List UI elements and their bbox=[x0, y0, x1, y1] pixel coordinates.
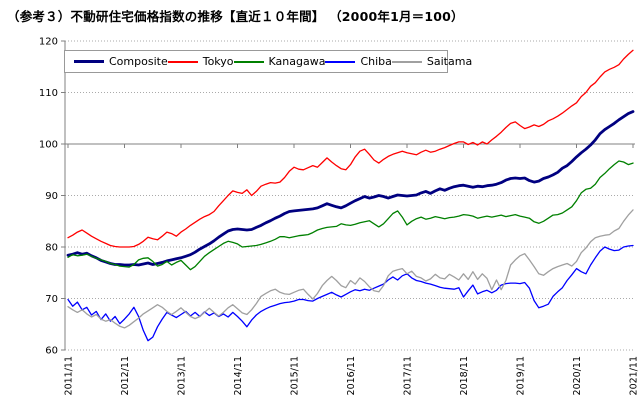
series-line-tokyo bbox=[67, 49, 634, 248]
legend-line-chiba-icon bbox=[325, 60, 356, 63]
y-axis-tick-label: 80 bbox=[45, 243, 58, 254]
legend-line-saitama-icon bbox=[391, 60, 422, 63]
legend-item-chiba: Chiba bbox=[325, 55, 392, 68]
x-axis-tick-label: 2014/11 bbox=[233, 356, 244, 395]
chart-title-main: （参考３）不動研住宅価格指数の推移【直近１０年間】 bbox=[7, 9, 325, 24]
series-line-composite bbox=[66, 110, 635, 267]
legend-label-kanagawa: Kanagawa bbox=[268, 55, 326, 68]
x-axis-tick-label: 2020/11 bbox=[572, 356, 583, 395]
legend-label-saitama: Saitama bbox=[426, 55, 473, 68]
legend-line-composite-icon bbox=[74, 60, 104, 63]
y-axis-tick-label: 70 bbox=[45, 294, 58, 305]
legend-label-composite: Composite bbox=[109, 55, 168, 68]
legend-item-tokyo: Tokyo bbox=[167, 55, 234, 68]
y-axis-tick-label: 90 bbox=[45, 191, 58, 202]
x-axis-tick-label: 2021/11 bbox=[629, 356, 640, 395]
y-axis-tick-label: 120 bbox=[39, 37, 58, 48]
y-axis-tick-label: 60 bbox=[45, 346, 58, 357]
x-axis-tick-label: 2012/11 bbox=[120, 356, 131, 395]
y-axis-tick-label: 100 bbox=[39, 140, 58, 151]
chart-title: （参考３）不動研住宅価格指数の推移【直近１０年間】 （2000年1月＝100） bbox=[7, 6, 464, 25]
legend-label-chiba: Chiba bbox=[360, 55, 392, 68]
x-axis-tick-label: 2017/11 bbox=[403, 356, 414, 395]
legend-line-kanagawa-icon bbox=[233, 60, 264, 63]
legend-item-composite: Composite bbox=[74, 55, 168, 68]
x-axis-tick-label: 2011/11 bbox=[64, 356, 75, 395]
x-axis-tick-label: 2019/11 bbox=[516, 356, 527, 395]
series-line-chiba bbox=[67, 244, 634, 342]
x-axis-tick-label: 2015/11 bbox=[290, 356, 301, 395]
legend-label-tokyo: Tokyo bbox=[202, 55, 234, 68]
x-axis-tick-label: 2016/11 bbox=[346, 356, 357, 395]
chart-legend: Composite Tokyo Kanagawa Chiba Saitama bbox=[64, 50, 472, 73]
legend-item-kanagawa: Kanagawa bbox=[233, 55, 326, 68]
chart-title-suffix: （2000年1月＝100） bbox=[329, 9, 464, 24]
legend-line-tokyo-icon bbox=[167, 60, 198, 63]
legend-item-saitama: Saitama bbox=[391, 55, 473, 68]
x-axis-tick-label: 2018/11 bbox=[459, 356, 470, 395]
series-line-saitama bbox=[67, 209, 634, 329]
x-axis-tick-label: 2013/11 bbox=[177, 356, 188, 395]
series-line-kanagawa bbox=[67, 160, 634, 271]
y-axis-tick-label: 110 bbox=[39, 88, 58, 99]
